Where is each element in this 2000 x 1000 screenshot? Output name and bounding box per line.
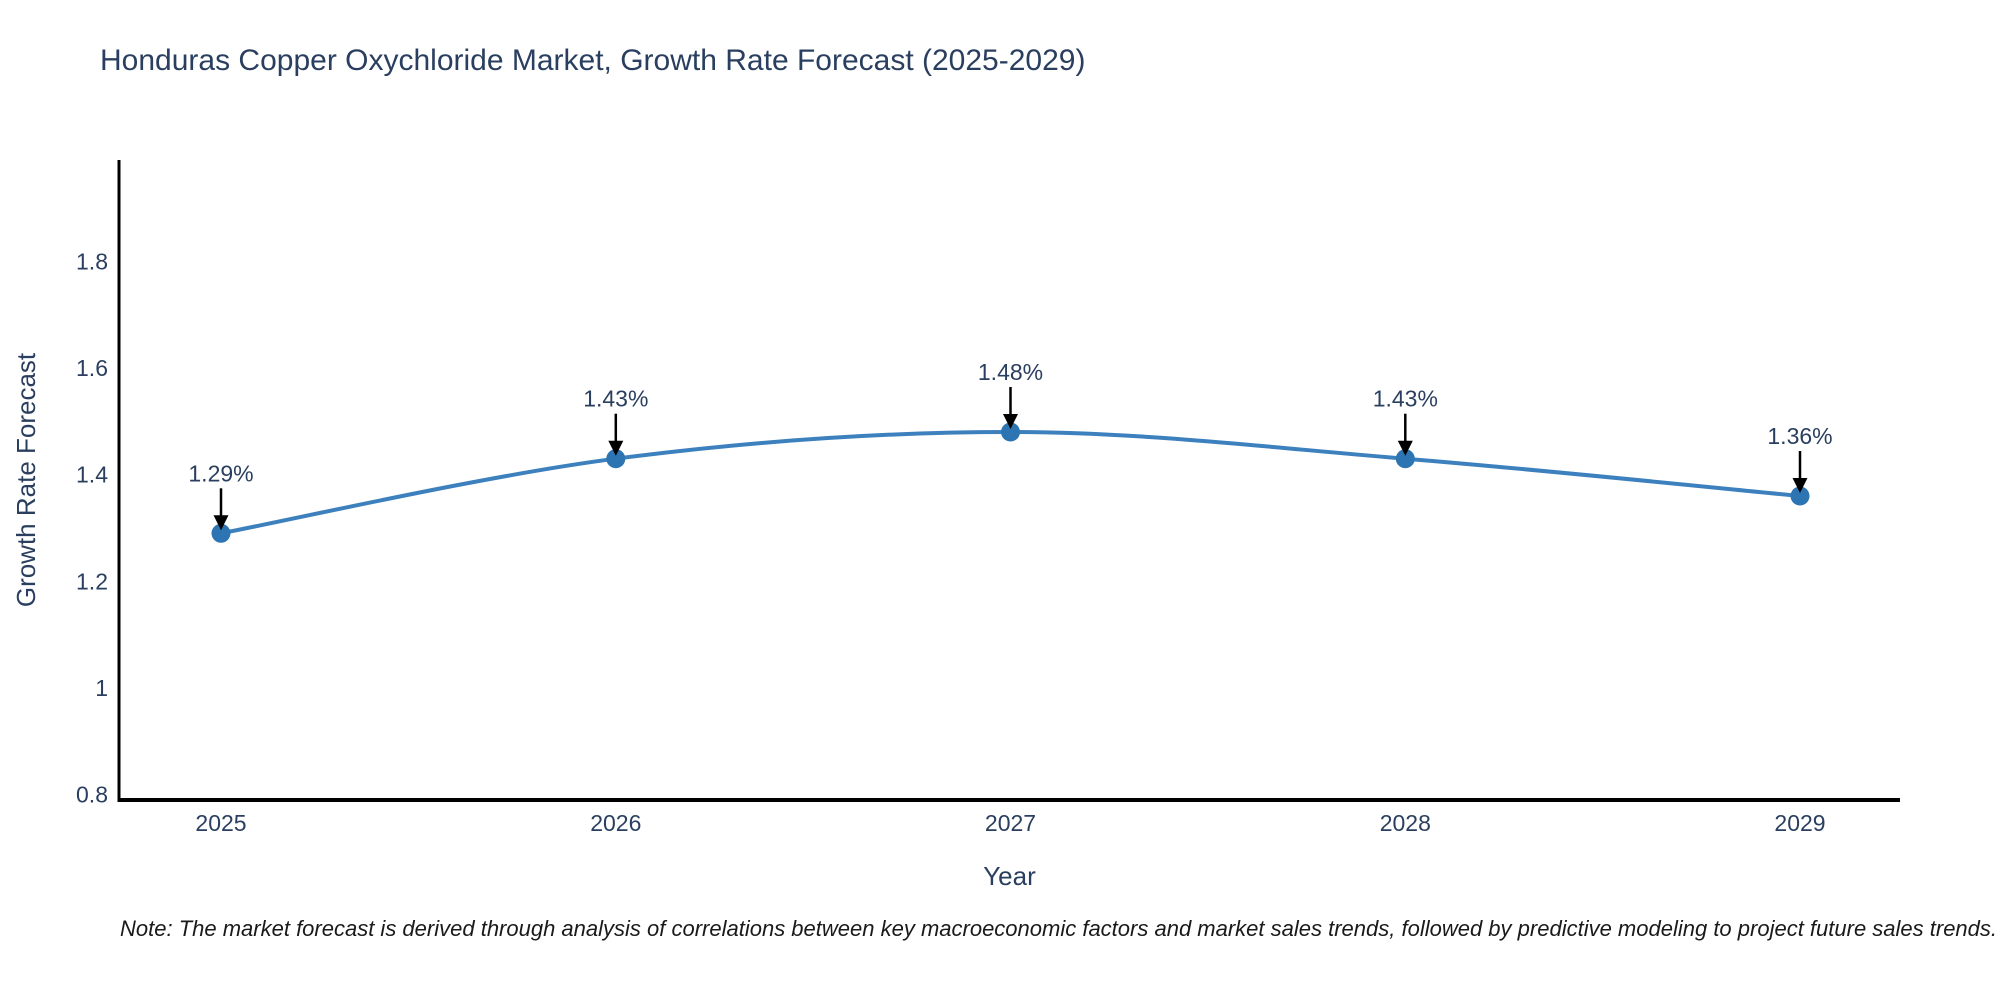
data-point-marker[interactable] xyxy=(1001,422,1020,442)
data-point-label: 1.48% xyxy=(978,359,1043,385)
trend-line xyxy=(219,429,1802,536)
x-axis-title: Year xyxy=(983,861,1036,891)
x-tick-label: 2026 xyxy=(590,810,641,836)
y-tick-label: 1.6 xyxy=(76,355,108,381)
annotation-arrowhead xyxy=(1792,478,1808,493)
x-tick-label: 2025 xyxy=(195,810,246,836)
y-axis-title: Growth Rate Forecast xyxy=(11,352,41,607)
x-tick-label: 2029 xyxy=(1774,810,1825,836)
y-tick-label: 1 xyxy=(95,675,108,701)
annotation-arrowhead xyxy=(213,515,229,531)
x-tick-label: 2027 xyxy=(985,810,1036,836)
annotation-arrowhead xyxy=(608,440,624,456)
data-point-label: 1.36% xyxy=(1767,423,1832,449)
y-tick-label: 1.4 xyxy=(76,462,108,488)
y-tick-label: 0.8 xyxy=(76,782,108,808)
data-point-label: 1.43% xyxy=(1373,386,1438,412)
y-tick-label: 1.2 xyxy=(76,568,108,594)
data-point-marker[interactable] xyxy=(606,449,626,469)
data-point-marker[interactable] xyxy=(1395,449,1415,469)
data-point-marker[interactable] xyxy=(211,523,231,543)
annotation-arrowhead xyxy=(1397,440,1413,456)
y-tick-label: 1.8 xyxy=(76,248,108,274)
data-point-label: 1.29% xyxy=(188,460,253,486)
x-tick-label: 2028 xyxy=(1380,810,1431,836)
footnote: Note: The market forecast is derived thr… xyxy=(120,916,1998,941)
data-point-marker[interactable] xyxy=(1790,486,1810,506)
data-point-label: 1.43% xyxy=(583,386,648,412)
annotation-arrowhead xyxy=(1003,414,1018,429)
chart-title: Honduras Copper Oxychloride Market, Grow… xyxy=(100,44,1086,77)
